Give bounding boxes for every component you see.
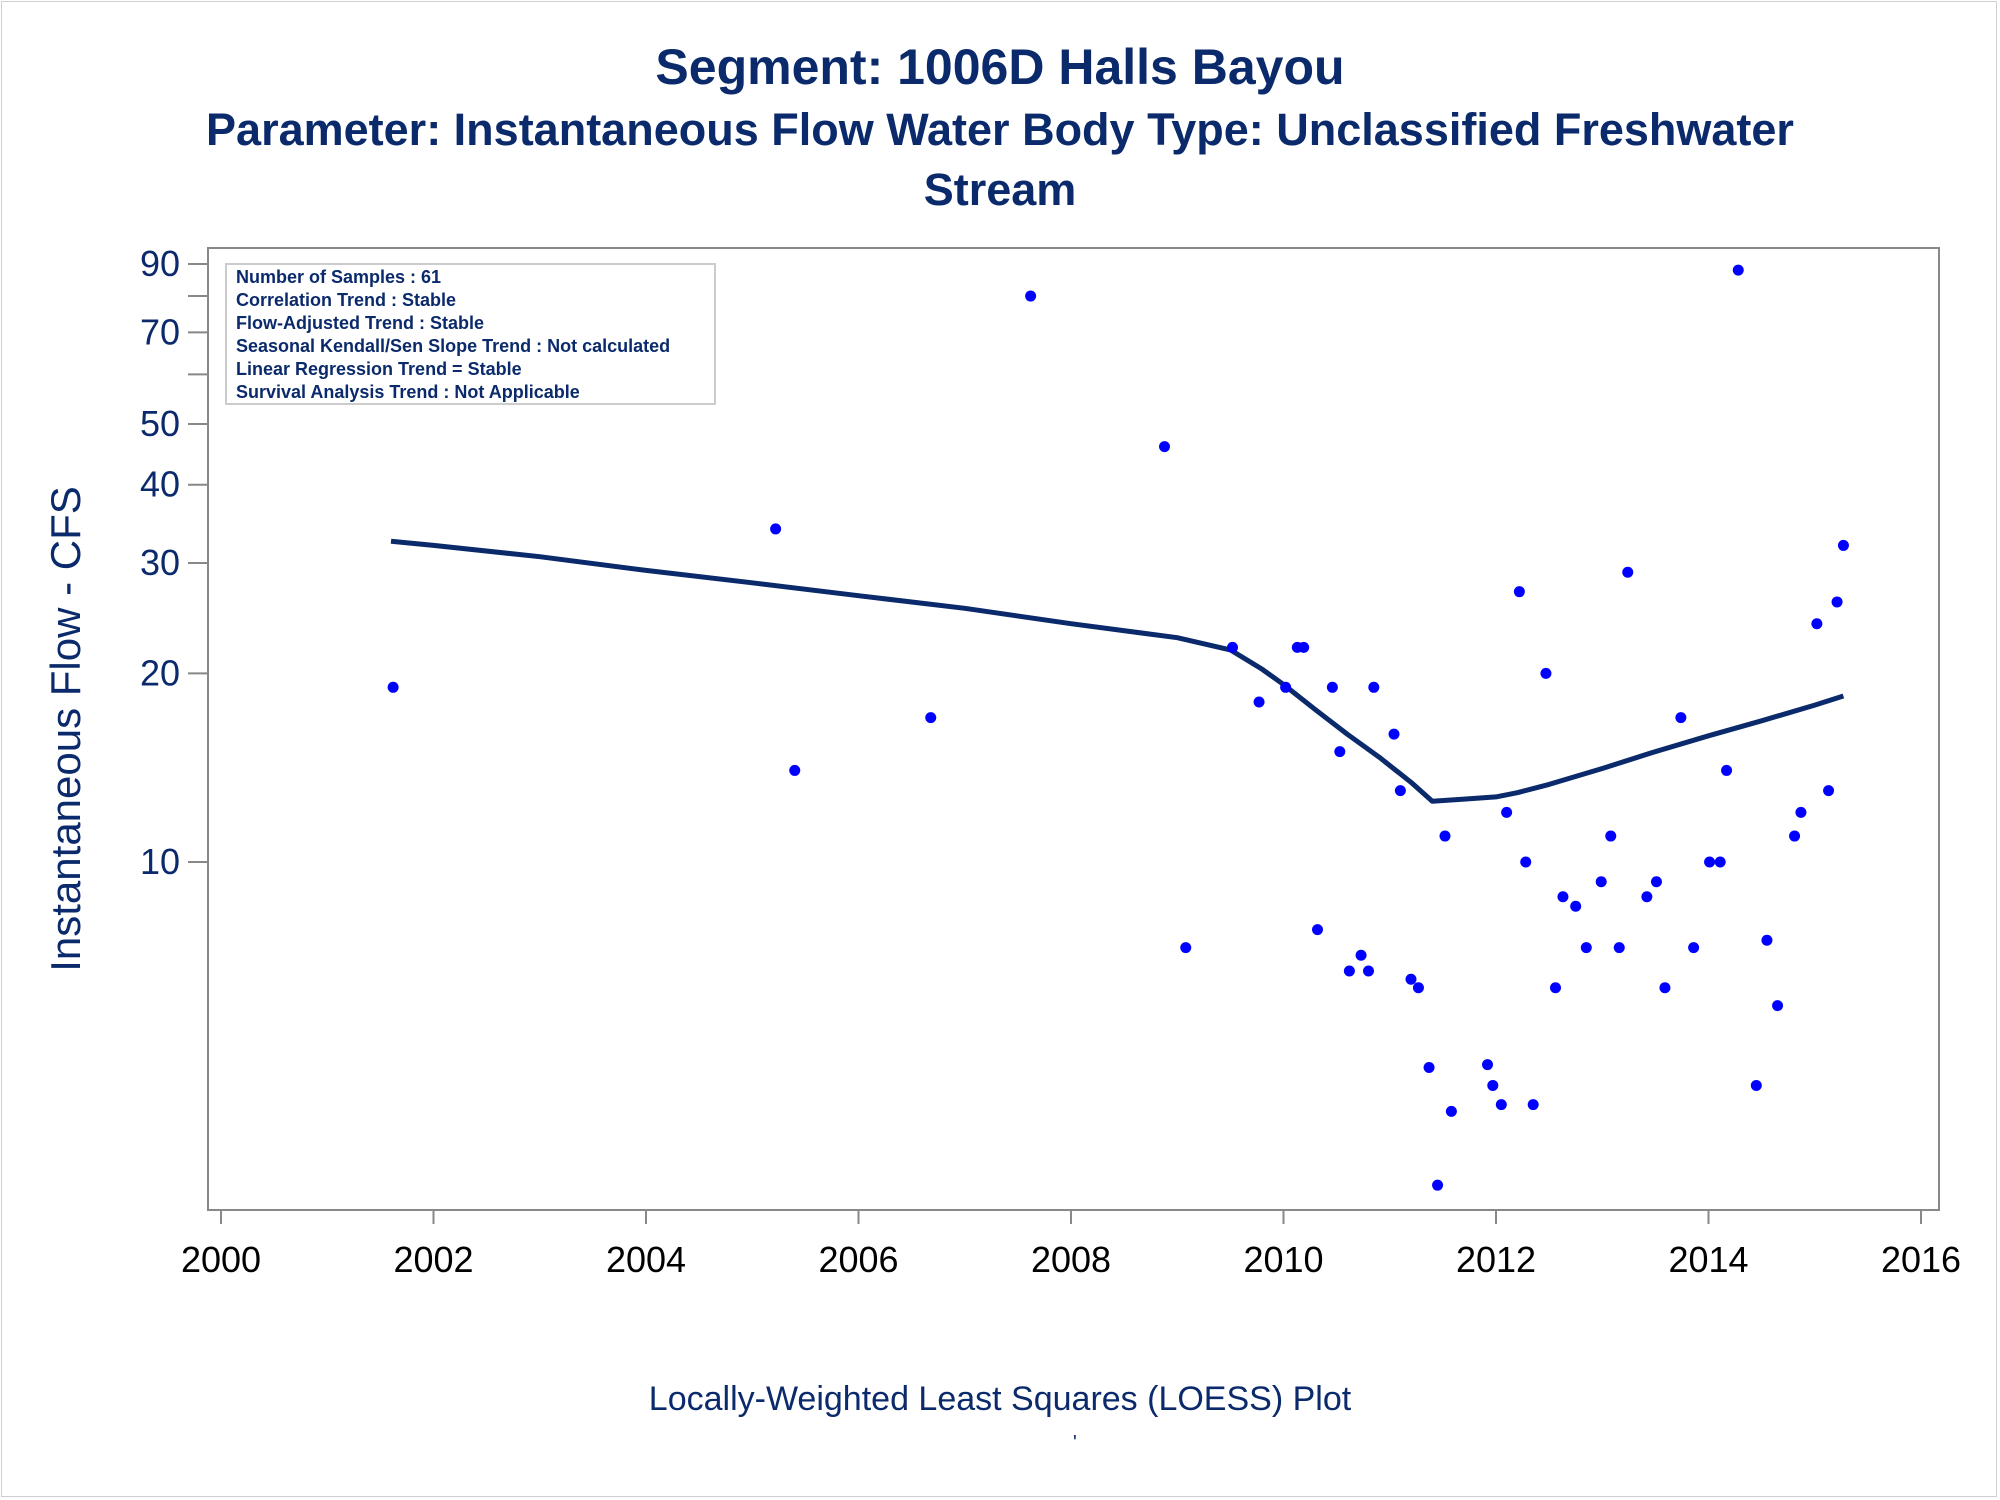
- data-point: [1811, 618, 1823, 630]
- plot-area-frame: [207, 247, 1940, 1211]
- data-point: [1714, 856, 1726, 868]
- y-axis: 10 20 30 40 50 70 90: [140, 243, 208, 882]
- data-point: [1423, 1061, 1435, 1073]
- y-tick-label: 50: [140, 403, 180, 444]
- y-tick-label: 40: [140, 464, 180, 505]
- chart-title: Segment: 1006D Halls Bayou: [655, 39, 1345, 95]
- data-point: [1823, 785, 1835, 797]
- footnote-mark: ': [1073, 1432, 1077, 1454]
- x-tick-label: 2004: [606, 1239, 686, 1280]
- y-tick-label: 70: [140, 311, 180, 352]
- data-point: [1527, 1099, 1539, 1111]
- data-point: [1580, 942, 1592, 954]
- y-tick-label: 20: [140, 652, 180, 693]
- data-point: [1750, 1079, 1762, 1091]
- sample-points: [387, 264, 1849, 1191]
- stats-line-flow-adjusted: Flow-Adjusted Trend : Stable: [236, 313, 484, 333]
- data-point: [1721, 764, 1733, 776]
- data-point: [1641, 891, 1653, 903]
- y-axis-label: Instantaneous Flow - CFS: [42, 486, 89, 972]
- x-tick-label: 2006: [818, 1239, 898, 1280]
- loess-series: [390, 538, 1845, 804]
- data-point: [1550, 982, 1561, 994]
- chart-subtitle-line1: Parameter: Instantaneous Flow Water Body…: [206, 104, 1794, 155]
- data-point: [1334, 746, 1346, 758]
- data-point: [1675, 712, 1687, 724]
- chart-footnote: Locally-Weighted Least Squares (LOESS) P…: [648, 1380, 1352, 1418]
- data-point: [1513, 586, 1525, 598]
- data-point: [1659, 982, 1671, 994]
- stats-line-samples: Number of Samples : 61: [236, 267, 441, 287]
- data-point: [1622, 566, 1634, 578]
- data-point: [1180, 942, 1192, 954]
- data-point: [925, 712, 937, 724]
- data-point: [1439, 830, 1451, 842]
- y-tick-label: 30: [140, 542, 180, 583]
- stats-line-survival-analysis: Survival Analysis Trend : Not Applicable: [236, 382, 580, 402]
- y-tick-label: 90: [140, 243, 180, 284]
- x-tick-label: 2002: [393, 1239, 473, 1280]
- data-point: [1343, 965, 1355, 977]
- data-point: [1025, 290, 1037, 302]
- data-point: [1363, 965, 1374, 977]
- data-point: [1298, 641, 1310, 653]
- data-point: [1159, 441, 1170, 453]
- data-point: [1253, 696, 1265, 708]
- x-tick-label: 2016: [1881, 1239, 1961, 1280]
- data-point: [1795, 806, 1807, 818]
- data-point: [1605, 830, 1617, 842]
- data-point: [1445, 1105, 1457, 1117]
- data-point: [1613, 942, 1625, 954]
- data-point: [1405, 973, 1417, 985]
- x-tick-label: 2014: [1668, 1239, 1748, 1280]
- data-point: [1501, 806, 1513, 818]
- data-point: [1388, 728, 1400, 740]
- data-point: [1772, 1000, 1784, 1012]
- data-point: [1704, 856, 1716, 868]
- x-tick-label: 2000: [181, 1239, 261, 1280]
- data-point: [1368, 681, 1380, 693]
- data-point: [1227, 641, 1238, 653]
- data-point: [1789, 830, 1801, 842]
- data-point: [1495, 1099, 1507, 1111]
- data-point: [1432, 1179, 1444, 1191]
- data-point: [1394, 785, 1406, 797]
- chart-subtitle-line2: Stream: [923, 164, 1077, 215]
- data-point: [1355, 949, 1367, 961]
- data-point: [1482, 1059, 1493, 1071]
- data-point: [789, 764, 801, 776]
- x-tick-label: 2012: [1456, 1239, 1536, 1280]
- x-tick-label: 2010: [1243, 1239, 1323, 1280]
- data-point: [1732, 264, 1744, 276]
- x-tick-label: 2008: [1031, 1239, 1111, 1280]
- data-point: [1412, 982, 1424, 994]
- stats-line-correlation: Correlation Trend : Stable: [236, 290, 456, 310]
- stats-line-seasonal-kendall: Seasonal Kendall/Sen Slope Trend : Not c…: [236, 336, 670, 356]
- data-point: [387, 681, 399, 693]
- stats-inset-box: [225, 263, 716, 405]
- data-point: [1650, 876, 1662, 888]
- data-point: [1761, 934, 1773, 946]
- data-point: [1540, 667, 1552, 679]
- data-point: [1557, 891, 1569, 903]
- data-point: [1688, 942, 1700, 954]
- x-axis: 2000 2002 2004 2006 2008 2010 2012 2014 2016: [181, 1210, 1961, 1280]
- stats-inset: Number of Samples : 61 Correlation Trend…: [225, 263, 716, 405]
- data-point: [1520, 856, 1532, 868]
- data-point: [1312, 924, 1323, 936]
- data-point: [1487, 1079, 1499, 1091]
- data-point: [1326, 681, 1338, 693]
- data-point: [1831, 596, 1843, 608]
- data-point: [1595, 876, 1607, 888]
- data-point: [1837, 539, 1849, 551]
- loess-line: [390, 538, 1845, 804]
- y-tick-label: 10: [140, 841, 180, 882]
- data-point: [770, 523, 782, 535]
- stats-line-linear-regression: Linear Regression Trend = Stable: [236, 359, 522, 379]
- data-point: [1570, 900, 1582, 912]
- data-point: [1280, 681, 1292, 693]
